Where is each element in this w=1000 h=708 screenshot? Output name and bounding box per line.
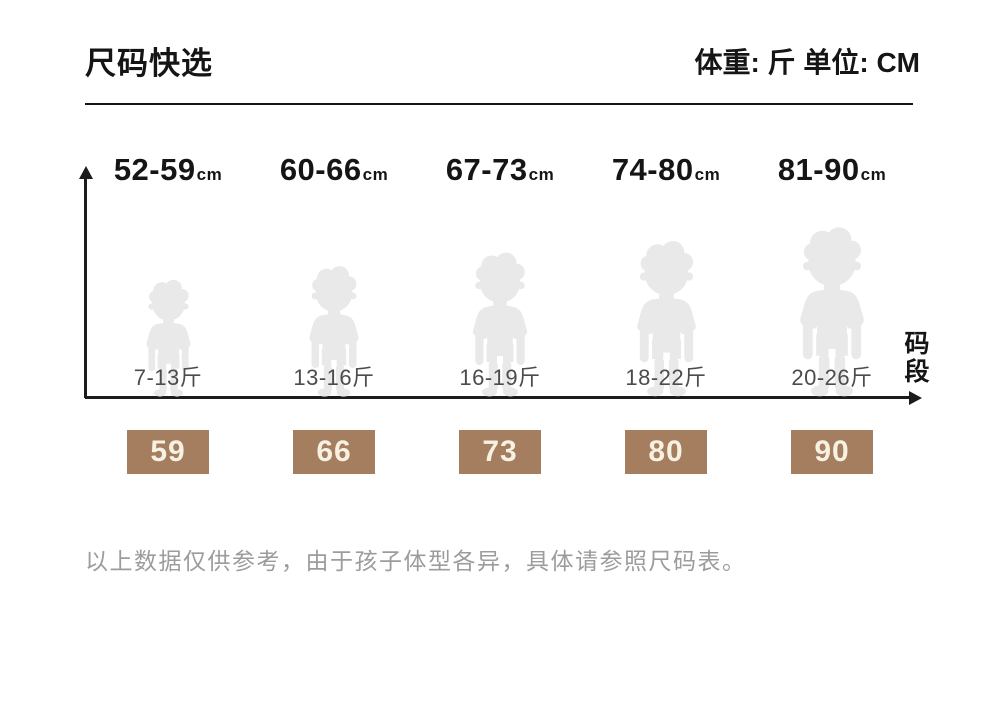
x-axis: [85, 390, 922, 405]
size-columns: 52-59cm 7-13斤 60-66cm 13-16斤 67-73cm 16-…: [85, 148, 915, 398]
weight-range-label: 13-16斤: [293, 365, 375, 390]
size-badge: 66: [293, 430, 375, 474]
height-range-label: 52-59cm: [114, 152, 222, 188]
height-range-label: 74-80cm: [612, 152, 720, 188]
cm-unit-label: cm: [528, 165, 555, 184]
weight-range-label: 20-26斤: [791, 365, 873, 390]
height-range-value: 52-59: [113, 152, 196, 187]
size-badge: 80: [625, 430, 707, 474]
weight-range-label: 7-13斤: [133, 365, 203, 390]
height-range-label: 67-73cm: [446, 152, 554, 188]
height-range-value: 81-90: [777, 152, 860, 187]
y-axis: [78, 166, 93, 398]
size-badge: 73: [459, 430, 541, 474]
weight-range-label: 16-19斤: [459, 365, 541, 390]
size-column: 74-80cm 18-22斤: [583, 148, 749, 398]
size-column: 67-73cm 16-19斤: [417, 148, 583, 398]
badge-slot: 66: [251, 430, 417, 474]
height-range-value: 60-66: [279, 152, 362, 187]
cm-unit-label: cm: [694, 165, 721, 184]
height-range-label: 60-66cm: [280, 152, 388, 188]
units-note: 体重: 斤 单位: CM: [694, 47, 920, 78]
size-badges-row: 59 66 73 80 90: [85, 430, 915, 474]
size-badge: 90: [791, 430, 873, 474]
weight-range-label: 18-22斤: [625, 365, 707, 390]
height-range-value: 74-80: [611, 152, 694, 187]
badge-slot: 73: [417, 430, 583, 474]
header-divider: [85, 103, 913, 105]
size-badge: 59: [127, 430, 209, 474]
size-column: 52-59cm 7-13斤: [85, 148, 251, 398]
size-chart: 码段 52-59cm 7-13斤 60-66cm 13-16斤 67-73cm …: [78, 148, 929, 405]
height-range-value: 67-73: [445, 152, 528, 187]
cm-unit-label: cm: [362, 165, 389, 184]
size-column: 81-90cm 20-26斤: [749, 148, 915, 398]
height-range-label: 81-90cm: [778, 152, 886, 188]
badge-slot: 90: [749, 430, 915, 474]
footnote: 以上数据仅供参考，由于孩子体型各异，具体请参照尺码表。: [85, 548, 747, 574]
size-column: 60-66cm 13-16斤: [251, 148, 417, 398]
cm-unit-label: cm: [860, 165, 887, 184]
badge-slot: 80: [583, 430, 749, 474]
right-arrowhead-icon: [909, 390, 922, 405]
up-arrowhead-icon: [78, 166, 93, 179]
cm-unit-label: cm: [196, 165, 223, 184]
badge-slot: 59: [85, 430, 251, 474]
page-title: 尺码快选: [85, 46, 213, 81]
x-axis-label: 码段: [901, 330, 929, 386]
